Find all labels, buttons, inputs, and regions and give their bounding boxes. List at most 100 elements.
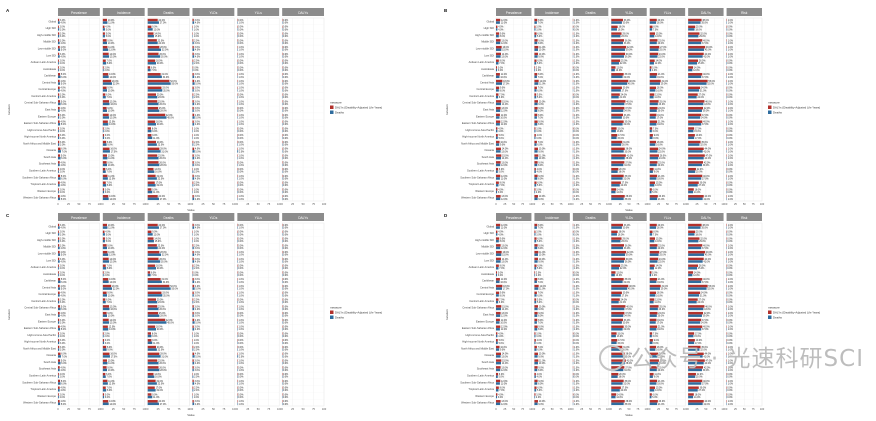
bar-value-label: 48.0% (629, 81, 636, 83)
bar (58, 395, 59, 399)
bar-value-label: 0.0% (238, 20, 243, 22)
bar (611, 28, 617, 31)
bar (649, 136, 653, 140)
bar-value-label: 11.0% (501, 228, 507, 230)
bar-value-label: 24.0% (659, 149, 666, 151)
facet-title: Incidence (545, 11, 559, 15)
bar (496, 339, 498, 342)
bar-value-label: 0.0% (727, 295, 732, 297)
bar-value-label: 22.0% (658, 151, 665, 153)
bar-value-label: 16.0% (656, 295, 663, 297)
bar-value-label: 26.0% (621, 241, 628, 243)
bar-value-label: 11.0% (153, 397, 159, 399)
x-tick-label: 0 (572, 202, 574, 206)
bar-value-label: 12.0% (109, 383, 116, 385)
bar (147, 226, 159, 229)
bar (611, 102, 625, 106)
bar-value-label: 1.0% (728, 347, 733, 349)
bar (534, 267, 537, 270)
bar-value-label: 11.0% (108, 47, 114, 49)
x-tick-label: 50 (743, 407, 746, 411)
x-tick-label: 0 (726, 407, 728, 411)
bar-value-label: 20.0% (658, 20, 665, 22)
bar-value-label: 1.0% (239, 286, 244, 288)
bar (102, 300, 106, 304)
bar-value-label: 7.0% (653, 333, 658, 335)
bar (534, 73, 538, 76)
bar (649, 123, 657, 126)
bar-value-label: 0.0% (283, 367, 288, 369)
bar (192, 181, 194, 184)
bar (102, 68, 104, 72)
bar-value-label: 3.0% (536, 29, 541, 31)
bar-value-label: 3.0% (536, 131, 541, 133)
x-tick-label: 25 (67, 407, 70, 411)
bar-value-label: 18.0% (657, 23, 664, 25)
bar-value-label: 28.0% (160, 252, 167, 254)
bar (688, 55, 703, 58)
bar (192, 348, 194, 351)
bar-value-label: 0.0% (283, 131, 288, 133)
bar (649, 226, 657, 229)
bar (649, 73, 658, 76)
bar-value-label: 13.0% (655, 36, 662, 38)
bar-value-label: 3.0% (195, 295, 200, 297)
bar-value-label: 3.0% (60, 145, 65, 147)
bar (649, 62, 654, 65)
bar (58, 79, 60, 83)
bar (147, 25, 152, 29)
bar (58, 291, 60, 295)
bar (649, 181, 656, 184)
bar-value-label: 0.0% (283, 54, 288, 56)
bar (534, 48, 538, 51)
bar-value-label: 3.0% (60, 142, 65, 144)
bar-value-label: 28.0% (160, 149, 167, 151)
bar (534, 246, 538, 250)
bar (496, 163, 501, 167)
bar (102, 345, 107, 349)
x-tick-label: 50 (551, 202, 554, 206)
bar (534, 68, 536, 72)
bar (58, 250, 60, 254)
bar (192, 366, 194, 369)
bar-value-label: 19.0% (696, 340, 703, 342)
bar (611, 39, 625, 42)
bar-value-label: 8.0% (500, 241, 505, 243)
bar-value-label: 0.0% (574, 234, 579, 236)
bar (58, 237, 60, 240)
bar-value-label: 44.0% (705, 363, 712, 365)
bar-value-label: 27.0% (622, 295, 629, 297)
bar (649, 334, 652, 338)
bar-value-label: 0.0% (727, 336, 732, 338)
bar-value-label: 0.0% (238, 241, 243, 243)
bar-value-label: 55.0% (708, 81, 715, 83)
y-tick-label: Western Europe (37, 394, 56, 398)
bar-value-label: 8.0% (500, 266, 505, 268)
x-tick-label: 50 (628, 407, 631, 411)
bar (147, 82, 171, 85)
bar-value-label: 6.0% (106, 169, 111, 171)
bar-value-label: 11.0% (501, 178, 507, 180)
y-tick-label: High-income North America (462, 340, 494, 344)
bar-value-label: 4.0% (498, 29, 503, 31)
bar-value-label: 34.0% (624, 111, 631, 113)
bar-value-label: 1.0% (574, 367, 579, 369)
bar-value-label: 4.0% (60, 401, 65, 403)
bar-value-label: 0.0% (238, 40, 243, 42)
bar-value-label: 9.0% (538, 40, 543, 42)
bar (534, 28, 536, 31)
bar-value-label: 1.0% (574, 111, 579, 113)
bar (192, 402, 195, 406)
bar-value-label: 0.0% (574, 70, 579, 72)
x-tick-label: 100 (529, 202, 534, 206)
bar (147, 264, 156, 267)
bar-value-label: 3.0% (536, 394, 541, 396)
bar (147, 379, 156, 383)
bar (496, 239, 499, 243)
bar (58, 136, 60, 140)
bar (688, 284, 708, 288)
bar-value-label: 16.0% (618, 29, 625, 31)
x-tick-label: 75 (222, 407, 225, 411)
bar (147, 28, 153, 31)
